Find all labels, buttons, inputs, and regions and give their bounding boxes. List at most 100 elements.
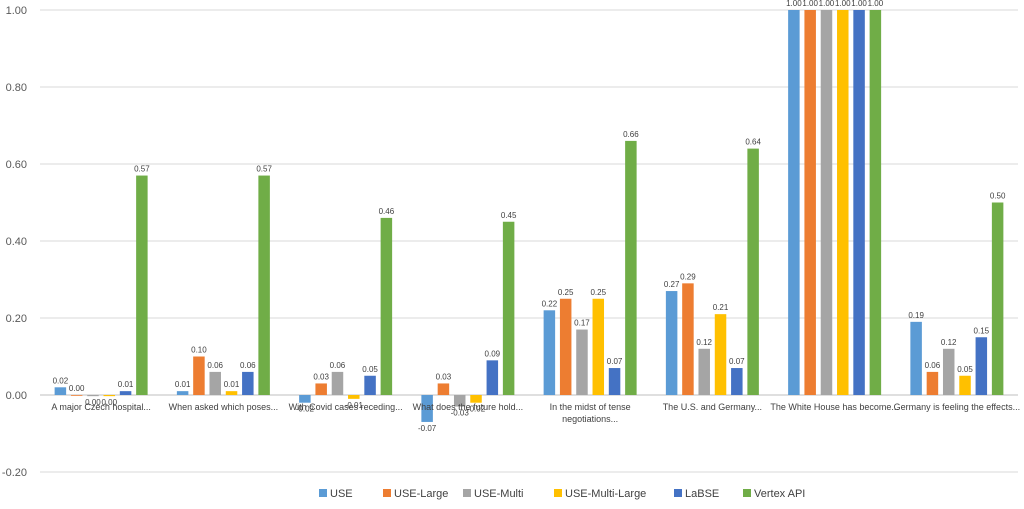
data-label: 1.00 <box>802 0 818 8</box>
x-tick-label: The White House has become... <box>770 402 899 412</box>
data-label: 0.06 <box>207 361 223 370</box>
legend-swatch <box>554 489 562 497</box>
bar <box>975 337 988 395</box>
data-label: -0.07 <box>418 424 437 433</box>
bar <box>176 391 189 395</box>
x-tick-label: With Covid cases receding... <box>289 402 403 412</box>
bar <box>70 395 83 396</box>
data-label: -0.02 <box>467 405 486 414</box>
bar <box>380 217 393 395</box>
data-label: -0.01 <box>345 401 364 410</box>
bar <box>682 283 694 395</box>
data-label: 0.10 <box>191 346 207 355</box>
x-tick-label: negotiations... <box>562 414 618 424</box>
bar <box>804 10 816 395</box>
data-label: 0.00 <box>101 398 117 407</box>
bar <box>788 10 800 395</box>
data-label: 0.02 <box>53 376 69 385</box>
bar <box>54 387 67 395</box>
data-label: 0.00 <box>69 384 85 393</box>
y-tick-label: -0.20 <box>2 467 27 479</box>
data-label: 0.06 <box>925 361 941 370</box>
y-tick-label: 0.40 <box>6 236 27 248</box>
legend-label: USE-Multi-Large <box>565 488 646 500</box>
data-label: 0.05 <box>362 365 378 374</box>
legend-swatch <box>319 489 327 497</box>
data-label: 1.00 <box>786 0 802 8</box>
bar <box>315 383 327 395</box>
data-label: 0.15 <box>974 326 990 335</box>
data-label: 0.05 <box>957 365 973 374</box>
bar <box>225 391 238 395</box>
data-label: 0.29 <box>680 272 696 281</box>
bar <box>348 395 360 399</box>
data-label: 0.64 <box>745 138 761 147</box>
bar <box>576 329 588 395</box>
bar <box>453 395 466 407</box>
data-label: 0.06 <box>240 361 256 370</box>
bar <box>959 375 971 395</box>
bar <box>926 371 939 395</box>
data-label: 1.00 <box>819 0 835 8</box>
bar <box>625 140 637 395</box>
y-tick-label: 1.00 <box>6 5 27 17</box>
data-label: 0.12 <box>941 338 957 347</box>
data-label: 0.22 <box>542 299 558 308</box>
data-label: 0.01 <box>175 380 191 389</box>
data-label: 0.21 <box>713 303 729 312</box>
bar <box>193 356 205 395</box>
bar <box>714 314 727 395</box>
x-tick-label: What does the future hold... <box>413 402 524 412</box>
data-label: 0.57 <box>134 165 150 174</box>
data-label: 0.07 <box>729 357 745 366</box>
bar <box>543 310 556 395</box>
data-label: 0.27 <box>664 280 680 289</box>
x-tick-label: When asked which poses... <box>169 402 279 412</box>
bar <box>991 202 1004 395</box>
data-label: 0.66 <box>623 130 639 139</box>
bar <box>209 371 221 395</box>
y-tick-label: 0.20 <box>6 313 27 325</box>
data-label: 0.57 <box>256 165 272 174</box>
bar <box>869 10 882 395</box>
data-label: 0.06 <box>330 361 346 370</box>
legend-label: LaBSE <box>685 488 719 500</box>
data-label: 0.03 <box>436 372 452 381</box>
data-label: -0.03 <box>451 409 470 418</box>
bar <box>421 395 433 422</box>
legend-label: USE-Multi <box>474 488 524 500</box>
x-tick-label: The U.S. and Germany... <box>663 402 762 412</box>
bar <box>665 291 678 395</box>
y-tick-label: 0.80 <box>6 82 27 94</box>
x-tick-label: In the midst of tense <box>550 402 631 412</box>
data-label: 0.07 <box>607 357 623 366</box>
legend-swatch <box>743 489 751 497</box>
data-label: 0.17 <box>574 319 590 328</box>
data-label: 0.12 <box>696 338 712 347</box>
data-label: 0.25 <box>590 288 606 297</box>
bar <box>853 10 865 395</box>
data-label: 0.01 <box>224 380 240 389</box>
legend-swatch <box>674 489 682 497</box>
bar <box>136 175 148 395</box>
data-label: 0.19 <box>908 311 924 320</box>
bar <box>437 383 450 395</box>
y-tick-label: 0.60 <box>6 159 27 171</box>
y-tick-label: 0.00 <box>6 390 27 402</box>
data-label: 0.00 <box>85 398 101 407</box>
bar <box>103 395 116 397</box>
bar <box>592 298 605 395</box>
bar <box>331 371 344 395</box>
legend-label: USE <box>330 488 353 500</box>
data-label: 0.01 <box>118 380 134 389</box>
data-label: 0.25 <box>558 288 574 297</box>
bar <box>502 221 515 395</box>
legend-swatch <box>383 489 391 497</box>
bar <box>470 395 482 403</box>
x-tick-label: A major Czech hospital... <box>51 402 151 412</box>
bar <box>559 298 572 395</box>
bar <box>364 375 376 395</box>
bar <box>747 148 759 395</box>
